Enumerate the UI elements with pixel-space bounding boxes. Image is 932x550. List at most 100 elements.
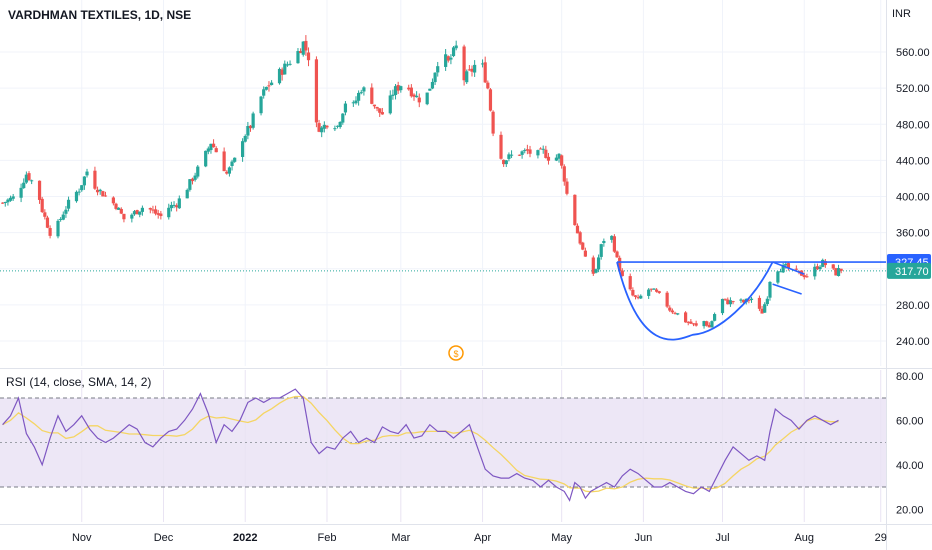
candle (763, 302, 767, 313)
candle (288, 60, 292, 66)
candle (581, 241, 585, 251)
rsi-pane[interactable]: RSI (14, close, SMA, 14, 2) 80.00 60.00 40… (0, 370, 924, 522)
dividend-marker-icon[interactable]: $ (448, 345, 464, 361)
candle (710, 320, 714, 328)
candle (412, 93, 416, 101)
candle (140, 205, 144, 216)
candle (214, 146, 218, 153)
candle (22, 178, 26, 189)
candle (583, 247, 587, 257)
candle (45, 215, 50, 229)
candle (520, 150, 524, 159)
candle (451, 46, 456, 58)
candle (280, 67, 284, 81)
candle (654, 288, 659, 293)
last-price-badge: 317.70 (887, 262, 931, 279)
candle (151, 205, 155, 214)
candle (668, 305, 672, 313)
candle (93, 166, 97, 190)
rsi-line (2, 388, 839, 502)
candle (836, 264, 841, 277)
candle (262, 86, 266, 99)
rsi-band-fill (0, 398, 886, 487)
candle (462, 44, 466, 86)
candle (122, 213, 126, 223)
candle (491, 110, 495, 137)
candle (557, 153, 561, 163)
candle (396, 81, 400, 94)
candle (317, 119, 321, 133)
candle (267, 81, 271, 92)
candle (209, 143, 213, 154)
candle (211, 139, 216, 148)
price-pane[interactable]: VARDHMAN TEXTILES, 1D, NSE INR 560.00 520… (0, 0, 931, 366)
candle (594, 268, 598, 274)
candle (507, 152, 511, 162)
candle (225, 170, 229, 175)
candle (296, 48, 300, 64)
price-tick-label: 440.00 (896, 155, 930, 167)
candle (739, 298, 743, 304)
time-tick-label: Apr (474, 532, 491, 544)
time-tick-label: May (551, 532, 572, 544)
candle (80, 185, 84, 192)
candle (357, 90, 361, 106)
candle (470, 65, 474, 77)
candle (546, 152, 551, 165)
candle (691, 323, 696, 327)
candle (449, 54, 453, 65)
candle (56, 219, 60, 239)
candle (757, 295, 762, 312)
candle (509, 150, 514, 159)
candle (486, 80, 490, 90)
candle (815, 263, 820, 271)
candle (43, 209, 47, 220)
rsi-sma-line (2, 395, 839, 493)
candle (747, 299, 751, 304)
candle (130, 213, 134, 223)
candle (446, 55, 450, 63)
candle (467, 65, 471, 71)
candle (749, 296, 754, 303)
pattern-drawings (616, 261, 886, 341)
rsi-tick-label: 40.00 (896, 460, 924, 472)
candle (436, 61, 440, 77)
rsi-tick-label: 20.00 (896, 504, 924, 516)
candle (454, 40, 458, 51)
candle (101, 190, 105, 197)
candle (615, 250, 619, 258)
candle (723, 298, 727, 301)
candle (64, 206, 68, 218)
candle (425, 92, 429, 106)
candle (541, 145, 545, 154)
candle (517, 154, 522, 157)
handle-upper-line[interactable] (772, 261, 805, 275)
candle (834, 267, 838, 276)
candle (670, 308, 675, 314)
candle (776, 270, 780, 285)
candle (135, 209, 139, 215)
time-tick-label: Aug (794, 532, 814, 544)
candle (636, 294, 640, 300)
candle (285, 61, 290, 67)
cup-curve[interactable] (616, 261, 774, 341)
candle (48, 225, 52, 239)
price-tick-label: 240.00 (896, 336, 930, 348)
time-tick-label: Dec (154, 532, 174, 544)
candle (499, 131, 503, 160)
candle (415, 91, 419, 98)
candle (768, 281, 772, 301)
candle (61, 211, 65, 221)
candle (818, 264, 822, 272)
candle (473, 60, 477, 77)
time-tick-label: 29 (875, 532, 887, 544)
time-tick-label: 2022 (233, 532, 257, 544)
candle (573, 194, 577, 226)
candle (24, 171, 28, 184)
time-tick-label: Mar (391, 532, 410, 544)
candle (649, 288, 653, 292)
candle (343, 101, 348, 116)
handle-lower-line[interactable] (772, 283, 802, 295)
rsi-title: RSI (14, close, SMA, 14, 2) (6, 375, 151, 389)
